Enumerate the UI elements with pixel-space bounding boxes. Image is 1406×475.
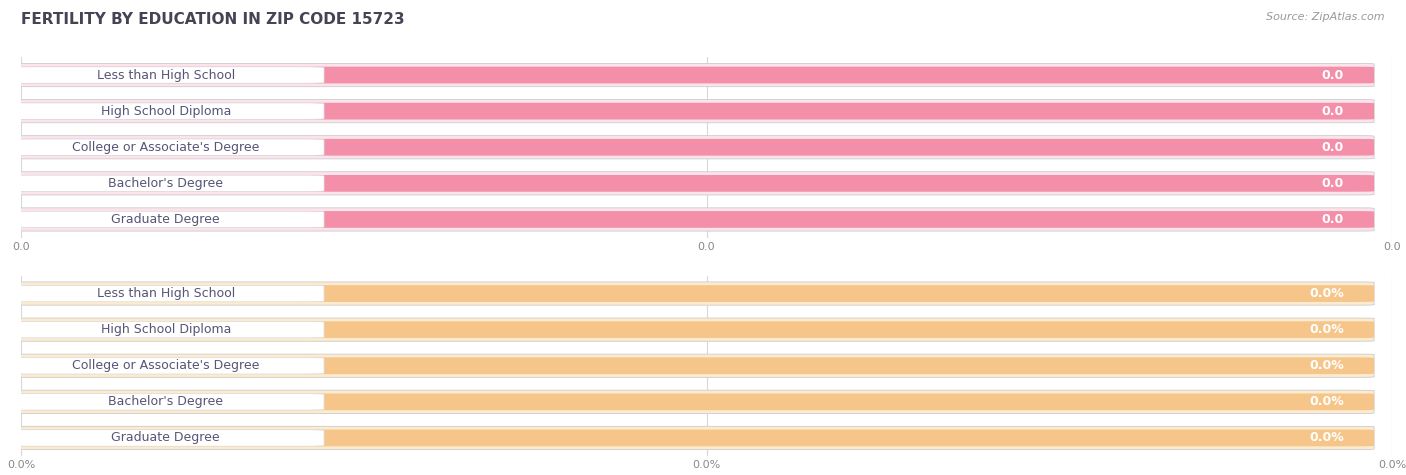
Text: 0.0: 0.0 <box>1322 177 1344 190</box>
Text: Bachelor's Degree: Bachelor's Degree <box>108 177 224 190</box>
FancyBboxPatch shape <box>7 67 323 83</box>
Text: 0.0%: 0.0% <box>1309 287 1344 300</box>
FancyBboxPatch shape <box>11 393 1374 410</box>
FancyBboxPatch shape <box>7 139 323 155</box>
FancyBboxPatch shape <box>11 429 1374 446</box>
Text: Less than High School: Less than High School <box>97 68 235 82</box>
Text: 0.0: 0.0 <box>1322 104 1344 118</box>
FancyBboxPatch shape <box>11 211 1374 228</box>
FancyBboxPatch shape <box>11 282 1374 305</box>
FancyBboxPatch shape <box>11 354 1374 377</box>
Text: High School Diploma: High School Diploma <box>100 104 231 118</box>
FancyBboxPatch shape <box>11 64 1374 86</box>
Text: 0.0%: 0.0% <box>1309 395 1344 408</box>
FancyBboxPatch shape <box>11 136 1374 159</box>
Text: College or Associate's Degree: College or Associate's Degree <box>72 359 259 372</box>
FancyBboxPatch shape <box>11 390 1374 413</box>
FancyBboxPatch shape <box>11 318 1374 341</box>
Text: Graduate Degree: Graduate Degree <box>111 213 219 226</box>
Text: Source: ZipAtlas.com: Source: ZipAtlas.com <box>1267 12 1385 22</box>
Text: Less than High School: Less than High School <box>97 287 235 300</box>
FancyBboxPatch shape <box>11 66 1374 84</box>
FancyBboxPatch shape <box>7 430 323 446</box>
FancyBboxPatch shape <box>11 285 1374 302</box>
Text: 0.0: 0.0 <box>1322 141 1344 154</box>
FancyBboxPatch shape <box>11 208 1374 231</box>
Text: Graduate Degree: Graduate Degree <box>111 431 219 445</box>
FancyBboxPatch shape <box>7 211 323 228</box>
FancyBboxPatch shape <box>11 139 1374 156</box>
FancyBboxPatch shape <box>11 103 1374 120</box>
FancyBboxPatch shape <box>11 100 1374 123</box>
FancyBboxPatch shape <box>11 172 1374 195</box>
Text: 0.0%: 0.0% <box>1309 323 1344 336</box>
FancyBboxPatch shape <box>7 175 323 191</box>
FancyBboxPatch shape <box>7 322 323 338</box>
Text: 0.0%: 0.0% <box>1309 431 1344 445</box>
FancyBboxPatch shape <box>11 175 1374 192</box>
FancyBboxPatch shape <box>7 358 323 374</box>
FancyBboxPatch shape <box>11 357 1374 374</box>
Text: Bachelor's Degree: Bachelor's Degree <box>108 395 224 408</box>
FancyBboxPatch shape <box>7 285 323 302</box>
FancyBboxPatch shape <box>7 103 323 119</box>
Text: College or Associate's Degree: College or Associate's Degree <box>72 141 259 154</box>
Text: High School Diploma: High School Diploma <box>100 323 231 336</box>
FancyBboxPatch shape <box>11 427 1374 449</box>
Text: 0.0%: 0.0% <box>1309 359 1344 372</box>
FancyBboxPatch shape <box>11 321 1374 338</box>
FancyBboxPatch shape <box>7 394 323 410</box>
Text: FERTILITY BY EDUCATION IN ZIP CODE 15723: FERTILITY BY EDUCATION IN ZIP CODE 15723 <box>21 12 405 27</box>
Text: 0.0: 0.0 <box>1322 68 1344 82</box>
Text: 0.0: 0.0 <box>1322 213 1344 226</box>
